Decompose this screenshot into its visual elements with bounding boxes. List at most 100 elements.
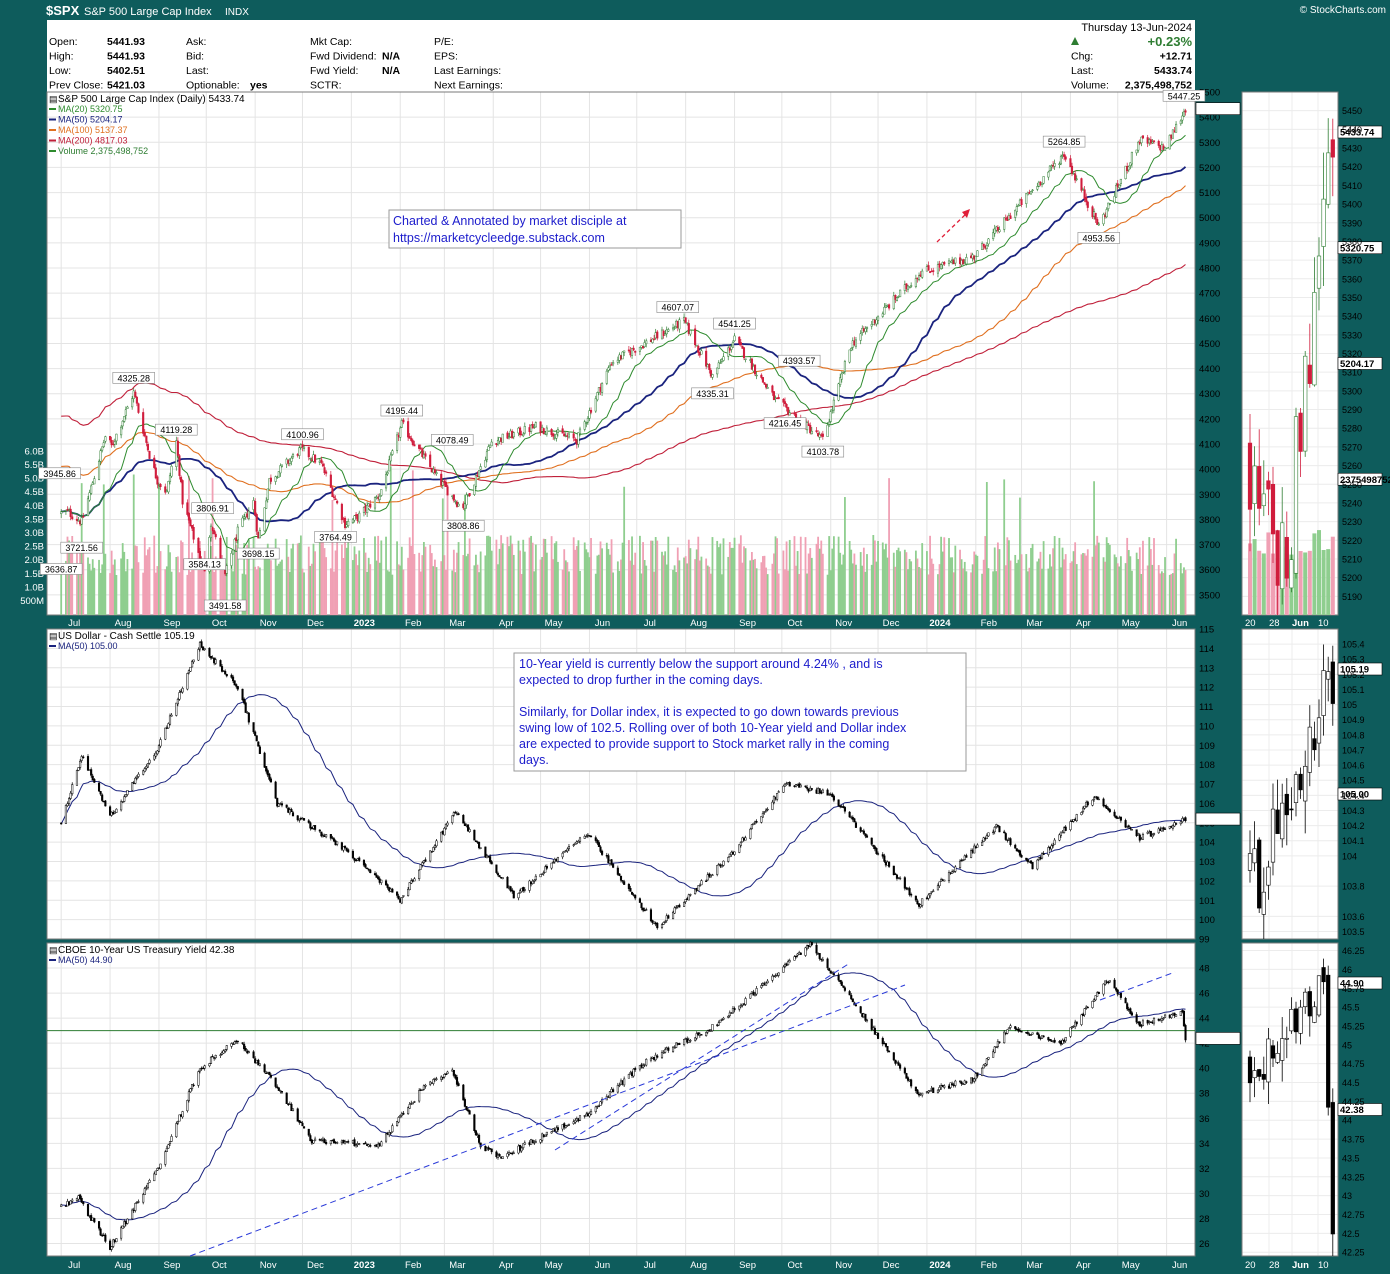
- side-x-label: 28: [1269, 1260, 1280, 1271]
- side-y-tick-label: 5230: [1342, 517, 1362, 527]
- candle-body: [280, 464, 284, 467]
- quote-label: High:: [49, 51, 74, 63]
- candle-body: [407, 888, 410, 896]
- candle-body: [181, 1111, 184, 1118]
- ma100-line: [61, 185, 1186, 504]
- candle-body: [826, 424, 829, 437]
- candle-body: [586, 418, 589, 423]
- candle-body: [307, 820, 310, 823]
- candle-body: [656, 923, 659, 929]
- candle-body: [722, 1017, 725, 1020]
- volume-bar: [347, 536, 350, 615]
- candle-body: [771, 975, 774, 981]
- volume-bar: [366, 571, 369, 615]
- candle-body: [314, 825, 317, 830]
- candle-body: [542, 428, 545, 435]
- volume-bar: [82, 549, 85, 615]
- candle-body: [1102, 798, 1105, 807]
- volume-bar: [399, 565, 402, 615]
- candle-body: [566, 848, 569, 852]
- candle-body: [225, 674, 228, 677]
- volume-bar: [651, 540, 654, 615]
- x-month-label: Aug: [690, 1260, 707, 1271]
- side-value-tag-box: [1337, 357, 1383, 370]
- candle-body: [1096, 992, 1099, 997]
- candle-body: [709, 370, 712, 377]
- candle-body: [156, 1168, 159, 1171]
- candle-body: [211, 657, 214, 659]
- side-y-tick-label: 104.8: [1342, 730, 1365, 740]
- candle-body: [1129, 1008, 1132, 1014]
- candle-body: [146, 1183, 149, 1189]
- candle-body: [993, 827, 996, 833]
- note-line: are expected to provide support to Stock…: [519, 737, 889, 751]
- candle-body: [601, 383, 604, 393]
- candle-body: [291, 1108, 295, 1111]
- price-label: 3491.58: [209, 601, 242, 611]
- volume-bar: [650, 540, 652, 615]
- candle-body: [1171, 129, 1174, 139]
- candle-body: [255, 735, 258, 742]
- candle-body: [987, 238, 990, 245]
- volume-bar: [1127, 550, 1130, 615]
- candle-body: [921, 898, 924, 906]
- volume-bar: [299, 535, 302, 615]
- candle-body: [353, 858, 356, 861]
- y-tick-label: 40: [1199, 1064, 1210, 1075]
- volume-bar: [65, 560, 67, 615]
- volume-bar: [176, 556, 179, 615]
- candle-body: [1064, 156, 1067, 160]
- volume-bar: [762, 556, 764, 615]
- candle-body: [700, 1034, 703, 1036]
- candle-body: [170, 465, 173, 477]
- volume-bar: [1075, 564, 1078, 615]
- volume-bar: [180, 540, 182, 615]
- volume-bar: [79, 545, 82, 615]
- candle-body: [1181, 818, 1184, 822]
- volume-bar: [90, 570, 93, 615]
- candle-body: [243, 698, 246, 704]
- candle-body: [192, 1084, 195, 1087]
- volume-bar: [391, 574, 394, 615]
- side-value-tag-box: [1337, 662, 1383, 676]
- side-candle-body: [1330, 1102, 1335, 1235]
- candle-body: [247, 1051, 250, 1053]
- chart-type-icon: ▤: [49, 945, 58, 955]
- candle-body: [400, 1113, 403, 1116]
- candle-body: [717, 863, 720, 866]
- side-y-tick-label: 44: [1342, 1116, 1352, 1126]
- volume-bar: [741, 562, 744, 615]
- candle-body: [421, 1089, 424, 1091]
- candle-body: [894, 873, 897, 876]
- candle-body: [645, 909, 648, 911]
- candle-body: [910, 894, 913, 896]
- candle-body: [1149, 830, 1152, 837]
- volume-bar: [476, 564, 479, 615]
- candle-body: [280, 1091, 284, 1093]
- candle-body: [1116, 989, 1119, 995]
- candle-body: [962, 859, 965, 861]
- candle-body: [671, 1046, 675, 1052]
- volume-bar: [886, 557, 889, 615]
- side-candle-body: [1312, 292, 1317, 386]
- candle-body: [97, 782, 101, 792]
- candle-body: [722, 860, 725, 866]
- candle-body: [197, 649, 200, 661]
- chart-type-icon: ▤: [49, 94, 58, 104]
- side-candle-body: [1284, 536, 1289, 579]
- y-tick-label: 26: [1199, 1239, 1210, 1250]
- price-label-box: [763, 417, 807, 430]
- candle-body: [232, 676, 235, 682]
- quote-date: Thursday 13-Jun-2024: [1081, 22, 1192, 34]
- volume-tick-label: 500M: [20, 596, 44, 607]
- y-tick-label: 108: [1199, 760, 1215, 771]
- volume-bar: [839, 552, 842, 615]
- candle-body: [1026, 859, 1029, 862]
- volume-bar: [1104, 561, 1107, 615]
- volume-tick-label: 2.0B: [24, 555, 44, 566]
- candle-body: [597, 1105, 600, 1108]
- volume-bar: [1025, 554, 1028, 615]
- quote-label: Next Earnings:: [434, 80, 503, 92]
- candle-body: [69, 792, 72, 799]
- volume-bar: [1074, 542, 1077, 615]
